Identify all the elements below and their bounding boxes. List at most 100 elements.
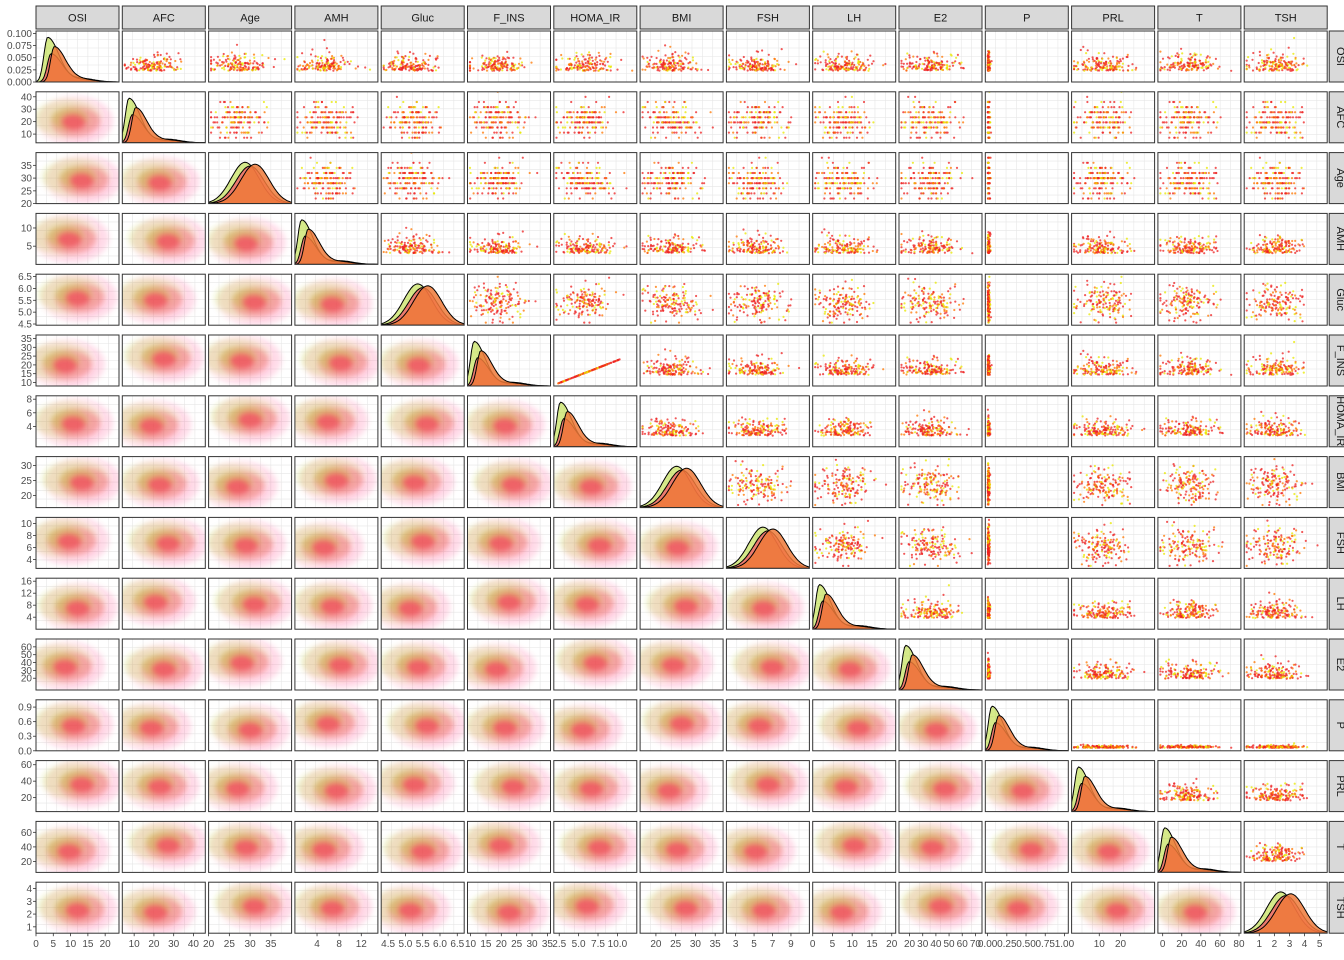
scatter-point (1191, 62, 1194, 65)
scatter-point (914, 95, 917, 98)
scatter-point (424, 52, 427, 55)
scatter-point (244, 61, 247, 64)
scatter-point (247, 66, 250, 69)
scatter-point (339, 182, 342, 185)
scatter-point (333, 116, 336, 119)
scatter-point (1166, 68, 1169, 71)
scatter-point (528, 171, 531, 175)
scatter-point (1192, 121, 1195, 124)
scatter-point (336, 177, 339, 180)
scatter-point (1290, 62, 1293, 65)
scatter-point (602, 67, 605, 70)
scatter-point (341, 177, 344, 180)
scatter-point (397, 59, 400, 62)
scatter-point (407, 58, 410, 62)
scatter-point (506, 56, 509, 59)
panel-border (467, 91, 551, 144)
scatter-point (1084, 65, 1087, 68)
scatter-point (1276, 116, 1279, 119)
scatter-point (641, 68, 644, 71)
scatter-point (555, 171, 558, 175)
scatter-point (1104, 66, 1107, 70)
scatter-point (907, 95, 910, 98)
scatter-point (324, 56, 327, 59)
scatter-point (400, 136, 404, 139)
scatter-point (432, 192, 436, 195)
scatter-point (1108, 64, 1111, 67)
scatter-point (300, 166, 303, 169)
scatter-point (673, 111, 676, 114)
scatter-point (329, 197, 333, 200)
scatter-point (582, 106, 586, 109)
scatter-point (1176, 106, 1179, 109)
scatter-point (647, 171, 650, 175)
scatter-point (1099, 111, 1102, 114)
scatter-point (824, 64, 828, 68)
scatter-point (401, 111, 404, 114)
scatter-point (825, 68, 828, 71)
scatter-point (394, 111, 397, 114)
scatter-point (657, 161, 660, 164)
scatter-point (382, 68, 386, 71)
scatter-point (488, 58, 491, 61)
scatter-point (1097, 126, 1100, 129)
scatter-point (830, 68, 833, 71)
scatter-point (335, 192, 339, 195)
scatter-point (509, 121, 512, 124)
scatter-point (573, 64, 577, 67)
scatter-point (941, 111, 944, 114)
scatter-point (1264, 111, 1267, 114)
scatter-point (1248, 64, 1251, 67)
scatter-point (420, 182, 423, 185)
scatter-point (850, 106, 853, 109)
scatter-point (845, 121, 848, 124)
scatter-point (678, 121, 681, 124)
scatter-point (315, 161, 319, 164)
scatter-point (1109, 121, 1112, 124)
scatter-point (1176, 136, 1179, 139)
scatter-point (1105, 116, 1108, 119)
scatter-point (669, 177, 673, 180)
panel-age-bmi (639, 152, 724, 205)
scatter-point (1268, 116, 1271, 119)
scatter-point (301, 68, 304, 71)
scatter-point (681, 177, 685, 180)
scatter-point (835, 65, 838, 68)
scatter-point (492, 177, 495, 180)
scatter-point (498, 177, 501, 180)
scatter-point (301, 52, 304, 55)
scatter-point (138, 59, 141, 62)
scatter-point (1173, 106, 1176, 109)
scatter-point (310, 64, 313, 67)
scatter-point (216, 121, 219, 124)
scatter-point (839, 121, 843, 124)
scatter-point (425, 197, 428, 200)
scatter-point (482, 106, 486, 109)
scatter-point (394, 126, 397, 129)
scatter-point (684, 51, 687, 54)
scatter-point (667, 166, 671, 169)
scatter-point (240, 121, 243, 124)
scatter-point (555, 136, 558, 139)
scatter-point (856, 116, 859, 119)
scatter-point (393, 64, 397, 67)
scatter-point (951, 64, 955, 67)
scatter-point (641, 116, 644, 119)
scatter-point (345, 121, 348, 124)
scatter-point (514, 192, 518, 195)
scatter-point (569, 166, 572, 169)
scatter-point (1189, 131, 1192, 134)
scatter-point (411, 111, 414, 114)
scatter-point (259, 116, 262, 119)
scatter-point (322, 187, 325, 190)
scatter-point (1203, 111, 1206, 114)
panel-marks (382, 152, 451, 200)
scatter-point (816, 59, 819, 62)
scatter-point (762, 197, 765, 200)
scatter-point (243, 111, 247, 114)
scatter-point (766, 60, 769, 63)
scatter-point (496, 197, 499, 200)
scatter-point (518, 187, 521, 190)
scatter-point (335, 187, 338, 190)
scatter-point (676, 62, 679, 65)
